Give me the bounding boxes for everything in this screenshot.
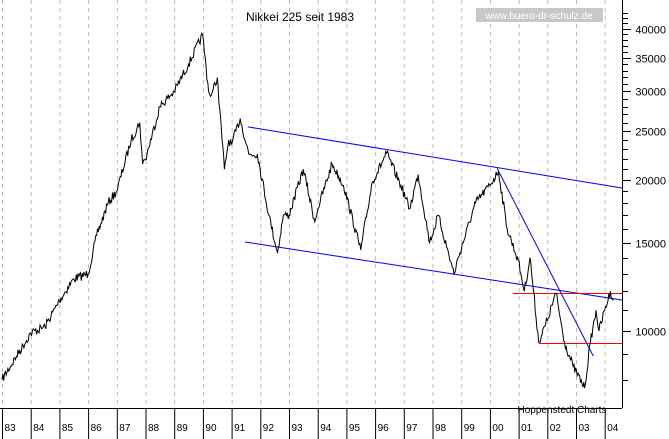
chart-title: Nikkei 225 seit 1983	[246, 10, 354, 24]
x-tick-label: 85	[62, 423, 74, 434]
y-tick-label: 40000	[635, 25, 666, 37]
x-tick-label: 86	[91, 423, 103, 434]
x-tick-label: 97	[406, 423, 418, 434]
x-tick-label: 91	[234, 423, 246, 434]
x-tick-label: 83	[5, 423, 17, 434]
x-tick-label: 01	[521, 423, 533, 434]
watermark: www.buero-dr-schulz.de	[484, 11, 593, 22]
y-tick-label: 30000	[635, 87, 666, 99]
x-tick-label: 99	[464, 423, 476, 434]
source-label: Hoppenstedt Charts	[518, 405, 607, 416]
x-tick-label: 04	[607, 423, 619, 434]
x-tick-label: 89	[177, 423, 189, 434]
x-tick-label: 88	[148, 423, 160, 434]
x-tick-label: 84	[33, 423, 45, 434]
trend-line	[245, 241, 622, 301]
x-tick-label: 00	[492, 423, 504, 434]
trend-lines	[245, 126, 623, 357]
trend-line	[247, 126, 623, 189]
x-tick-label: 95	[349, 423, 361, 434]
x-tick-label: 98	[435, 423, 447, 434]
x-tick-label: 92	[263, 423, 275, 434]
trend-line	[496, 167, 594, 357]
x-tick-label: 96	[378, 423, 390, 434]
x-tick-label: 93	[292, 423, 304, 434]
y-tick-label: 25000	[635, 127, 666, 139]
grid	[2, 0, 606, 408]
x-tick-label: 03	[579, 423, 591, 434]
y-tick-label: 15000	[635, 239, 666, 251]
y-tick-label: 10000	[635, 327, 666, 339]
watermark-box	[476, 8, 603, 22]
y-tick-label: 35000	[635, 54, 666, 66]
x-tick-label: 87	[119, 423, 131, 434]
y-tick-label: 20000	[635, 176, 666, 188]
x-tick-label: 02	[550, 423, 562, 434]
x-tick-label: 94	[320, 423, 332, 434]
series-line	[1, 32, 614, 389]
x-tick-label: 90	[205, 423, 217, 434]
